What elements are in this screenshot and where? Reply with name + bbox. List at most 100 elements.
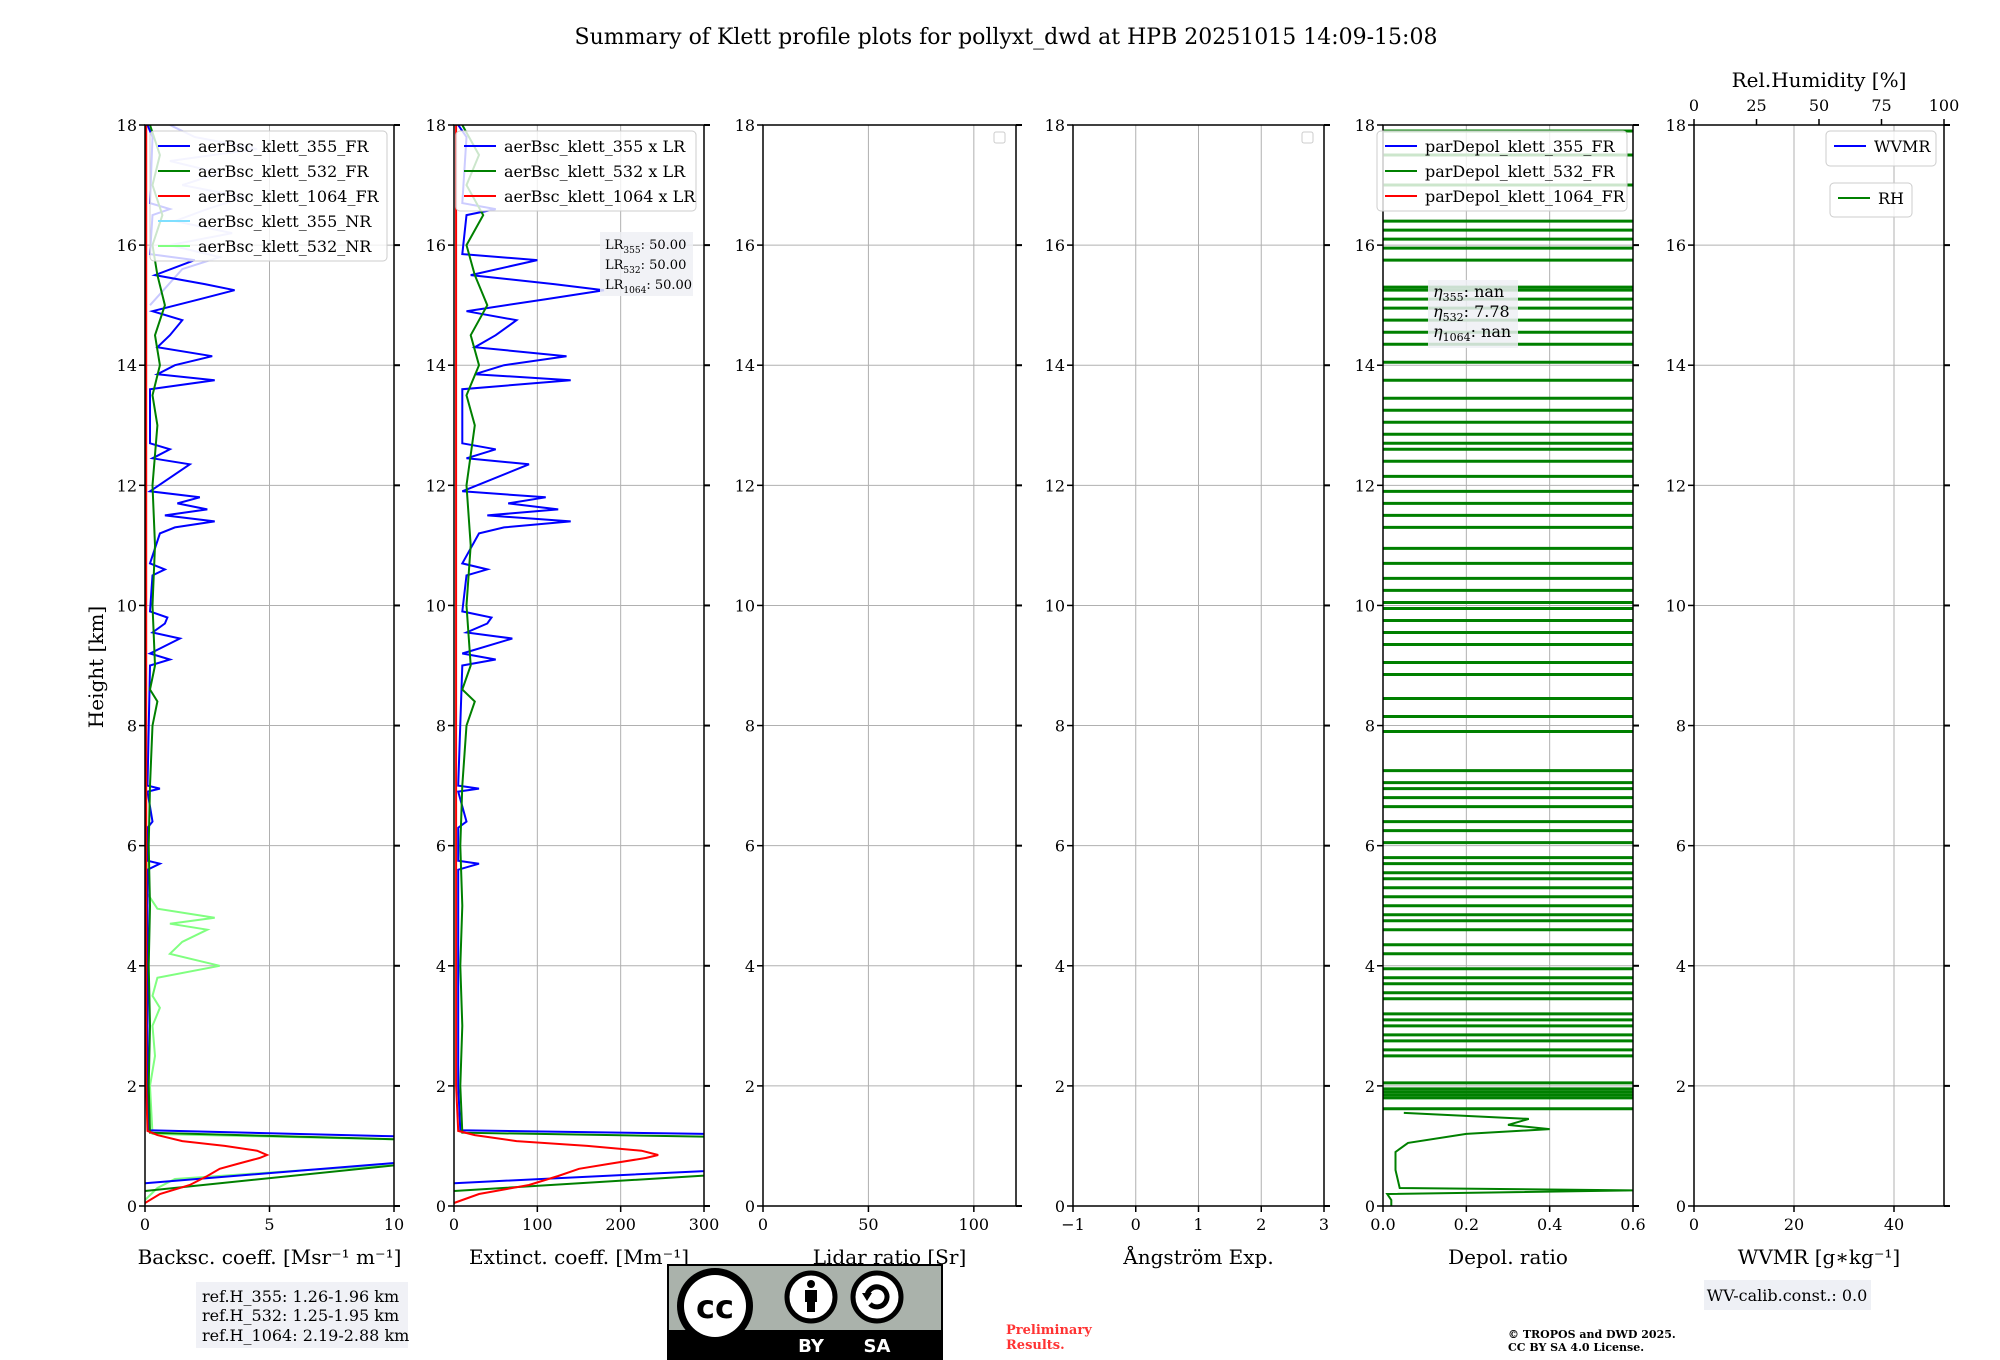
bsc-355-fr-legend-label: aerBsc_klett_355_FR: [198, 137, 369, 156]
y-tick-label: 14: [1045, 356, 1065, 375]
y-tick-label: 12: [117, 476, 137, 495]
y-tick-label: 2: [1055, 1077, 1065, 1096]
y-tick-label: 12: [1355, 476, 1375, 495]
y-tick-label: 0: [436, 1197, 446, 1216]
y-tick-label: 18: [117, 116, 137, 135]
y-tick-label: 4: [1676, 957, 1686, 976]
series-355-fr: [454, 125, 704, 1185]
axes-frame: [1693, 124, 1945, 1207]
annotation-line: η532: 7.78: [1433, 302, 1510, 324]
annotation-subscript: 355: [623, 246, 640, 256]
y-tick-label: 16: [1355, 236, 1375, 255]
bsc-532-nr-legend-label: aerBsc_klett_532_NR: [198, 237, 372, 256]
axes-frame: [453, 124, 705, 1207]
legend-frame: [1825, 130, 1937, 167]
x-tick-label: 20: [1784, 1215, 1804, 1234]
y-tick-label: 4: [436, 957, 446, 976]
y-tick-label: 16: [735, 236, 755, 255]
x-tick-label: 200: [605, 1215, 636, 1234]
annotation-subscript: 355: [1443, 291, 1464, 304]
y-tick-label: 18: [735, 116, 755, 135]
y-tick-label: 18: [1355, 116, 1375, 135]
annotation-prefix: η: [1433, 322, 1443, 341]
top-x-axis-label: Rel.Humidity [%]: [1732, 68, 1907, 92]
y-tick-label: 18: [1045, 116, 1065, 135]
y-tick-label: 6: [127, 837, 137, 856]
sa-label: SA: [864, 1336, 891, 1357]
legend: parDepol_klett_355_FR parDepol_klett_532_…: [1376, 130, 1628, 212]
ref-height-532: ref.H_532: 1.25-1.95 km: [202, 1306, 399, 1325]
y-tick-label: 6: [1055, 837, 1065, 856]
annotation-subscript: 532: [623, 266, 640, 276]
top-x-tick-label: 0: [1689, 96, 1699, 115]
panel-5: 0 2 4 6 8 10 12 14 16 18 0.0 0.2 0.4 0.6 Depol. ratio p…: [1355, 116, 1646, 1269]
preliminary-line-2: Results.: [1006, 1338, 1065, 1353]
ext-532-legend-label: aerBsc_klett_532 x LR: [504, 162, 686, 181]
y-tick-label: 6: [436, 837, 446, 856]
y-tick-label: 8: [127, 717, 137, 736]
y-tick-label: 10: [1355, 596, 1375, 615]
series-355-fr: [145, 125, 394, 1185]
annotation-box: [1428, 280, 1518, 348]
y-tick-label: 4: [1055, 957, 1065, 976]
y-tick-label: 10: [735, 596, 755, 615]
annotation-line: η355: nan: [1433, 282, 1504, 304]
top-x-tick-label: 25: [1746, 96, 1766, 115]
legend: RH: [1829, 182, 1913, 218]
depol-1064-legend-label: parDepol_klett_1064_FR: [1425, 187, 1626, 206]
wv-calib-text: WV-calib.const.: 0.0: [1707, 1286, 1868, 1305]
annotation-value: : 50.00: [646, 278, 692, 293]
y-tick-label: 16: [1045, 236, 1065, 255]
y-tick-label: 4: [745, 957, 755, 976]
y-tick-label: 2: [436, 1077, 446, 1096]
axes-frame: [1382, 124, 1634, 1207]
y-tick-label: 0: [127, 1197, 137, 1216]
x-tick-label: −1: [1061, 1215, 1085, 1234]
wvmr-legend-label: WVMR: [1874, 137, 1931, 156]
x-tick-label: 1: [1193, 1215, 1203, 1234]
annotation-line: η1064: nan: [1433, 322, 1511, 344]
y-tick-label: 12: [1666, 476, 1686, 495]
y-tick-label: 8: [745, 717, 755, 736]
x-tick-label: 10: [384, 1215, 404, 1234]
y-tick-label: 2: [1365, 1077, 1375, 1096]
y-tick-label: 6: [1365, 837, 1375, 856]
annotation-subscript: 1064: [1443, 331, 1471, 344]
x-tick-label: 0.0: [1370, 1215, 1395, 1234]
y-tick-label: 2: [127, 1077, 137, 1096]
x-tick-label: 300: [689, 1215, 720, 1234]
x-tick-label: 5: [264, 1215, 274, 1234]
y-tick-label: 16: [426, 236, 446, 255]
y-tick-label: 12: [735, 476, 755, 495]
y-tick-label: 14: [117, 356, 137, 375]
plot-area: [145, 125, 394, 1204]
x-tick-label: 0.4: [1537, 1215, 1562, 1234]
y-tick-label: 10: [1045, 596, 1065, 615]
empty-legend: [993, 131, 1006, 144]
preliminary-line-1: Preliminary: [1006, 1323, 1092, 1338]
y-tick-label: 6: [745, 837, 755, 856]
annotation-value: : nan: [1464, 282, 1505, 301]
plot-area: [1383, 129, 1633, 1206]
empty-legend: [1301, 131, 1314, 144]
series-depol-532-fr: [1385, 1111, 1633, 1206]
y-tick-label: 10: [117, 596, 137, 615]
annotation-line: LR1064: 50.00: [605, 278, 692, 296]
x-axis-label: Depol. ratio: [1448, 1245, 1568, 1269]
legend-frame: [455, 130, 697, 212]
x-axis-label: Extinct. coeff. [Mm⁻¹]: [469, 1245, 689, 1269]
y-tick-label: 8: [1676, 717, 1686, 736]
series-532-fr: [454, 125, 704, 1192]
annotation-prefix: LR: [605, 278, 625, 293]
bsc-532-fr-legend-label: aerBsc_klett_532_FR: [198, 162, 369, 181]
y-tick-label: 10: [426, 596, 446, 615]
y-axis-label: Height [km]: [84, 606, 108, 728]
annotation-prefix: LR: [605, 238, 625, 253]
annotation-line: LR355: 50.00: [605, 238, 686, 256]
annotation-value: : nan: [1471, 322, 1512, 341]
